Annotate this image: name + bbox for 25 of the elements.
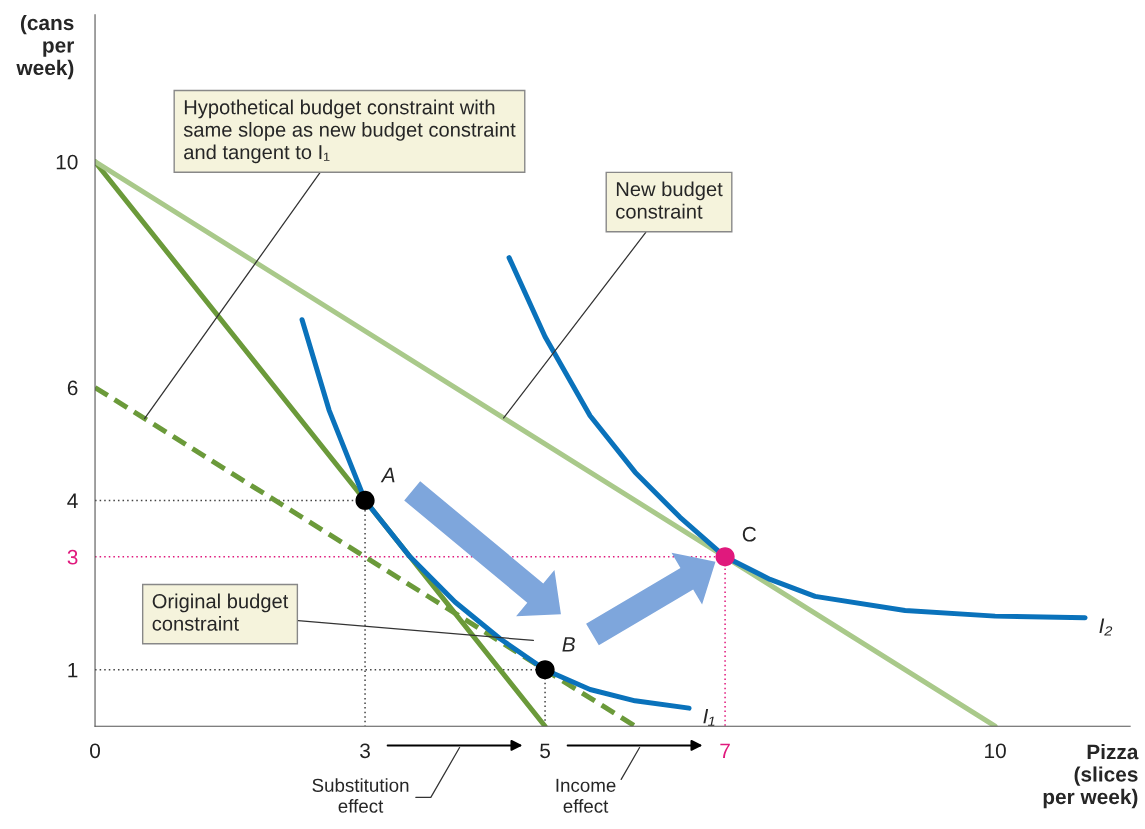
point [535,660,555,680]
annotation: New budget constraint [616,181,723,219]
y-axis-title: (cans per week) [16,14,75,80]
y-tick-label: 6 [67,380,78,396]
y-tick-label: 4 [67,493,78,508]
y-tick-label: 3 [67,549,78,565]
annotation: Original budget constraint [152,593,289,631]
x-axis-title: Pizza (slices per week) [1043,743,1139,809]
annotation: B [562,637,575,652]
series-label: I₂ [1099,618,1113,636]
series-label: I₁ [703,708,715,726]
annotation: C [742,526,756,542]
x-tick-label: 5 [540,743,550,759]
y-tick-label: 1 [68,662,78,678]
x-tick-label: 0 [90,743,101,759]
point [355,490,375,510]
annotation: Hypothetical budget constraint with same slope as new budget constraint and tangent to I₁ [183,99,516,164]
text: Substitution effect [312,778,409,813]
x-tick-label: 7 [720,743,730,758]
y-tick-label: 10 [56,154,78,170]
text: Income effect [556,778,616,813]
point [715,547,735,567]
annotation: A [380,467,395,483]
x-tick-label: 3 [360,743,370,759]
x-tick-label: 10 [985,743,1006,759]
